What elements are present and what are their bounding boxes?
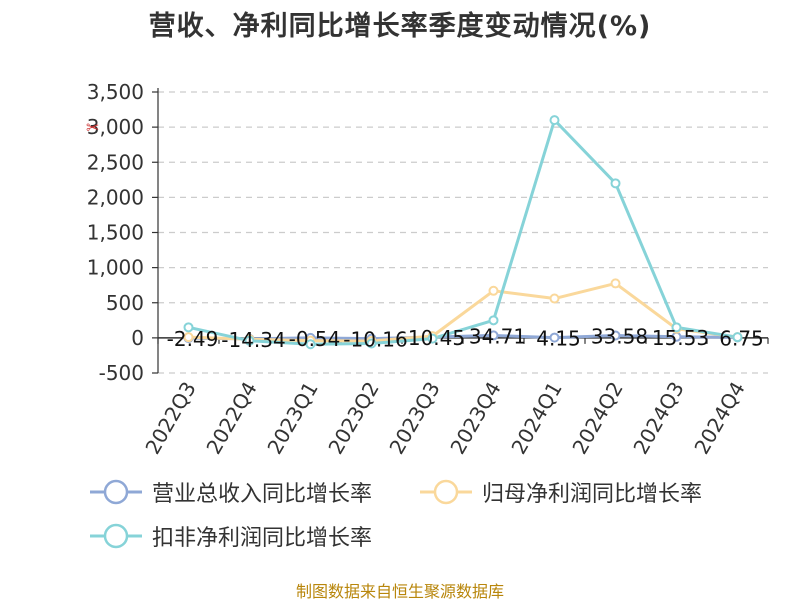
data-label: 6.75 — [719, 326, 764, 350]
x-tick-label: 2023Q1 — [262, 378, 322, 459]
data-labels: -2.49 -14.34 -0.54 -10.16 10.45 34.71 4.15 33.5… — [167, 324, 764, 351]
series-lines — [183, 115, 743, 350]
series-line — [188, 333, 738, 341]
data-label: 34.71 — [469, 324, 526, 348]
data-point — [366, 338, 377, 349]
y-tick-label: -500 — [99, 361, 144, 385]
data-point — [671, 322, 682, 333]
data-point — [549, 115, 560, 126]
x-tick-label: 2024Q2 — [567, 378, 627, 459]
y-tick-label: 3,000 — [87, 115, 144, 139]
axes: -500 0 500 1,000 1,500 2,000 2,500 3,000 3,500 20… — [87, 80, 769, 459]
data-point — [488, 330, 499, 341]
data-point — [183, 332, 194, 343]
data-point — [183, 322, 194, 333]
legend-label-deducted-profit: 扣非净利润同比增长率 — [152, 526, 373, 551]
x-tick-label: 2024Q1 — [506, 378, 566, 459]
data-point — [610, 278, 621, 289]
data-label: 15.53 — [652, 326, 709, 350]
y-tick-label: 0 — [131, 326, 144, 350]
series-line — [188, 281, 738, 343]
series-line — [188, 118, 738, 346]
data-label: -2.49 — [167, 327, 219, 351]
data-point — [549, 332, 560, 343]
data-point — [549, 293, 560, 304]
data-point — [488, 285, 499, 296]
data-label: 4.15 — [536, 327, 581, 351]
data-point — [732, 332, 743, 343]
data-point — [305, 339, 316, 350]
y-tick-label: 3,500 — [87, 80, 144, 104]
data-point — [427, 333, 438, 344]
y-tick-label: 2,000 — [87, 185, 144, 209]
y-tick-label: 1,500 — [87, 221, 144, 245]
data-label: -10.16 — [343, 328, 407, 352]
scissors-icon[interactable]: ✂ — [86, 118, 100, 137]
x-tick-label: 2022Q4 — [201, 378, 261, 459]
data-point — [610, 178, 621, 189]
data-point — [244, 335, 255, 346]
data-point — [488, 315, 499, 326]
legend-item-parent-profit[interactable]: 归母净利润同比增长率 — [420, 476, 702, 508]
data-label: -14.34 — [221, 328, 285, 352]
data-label: 33.58 — [591, 325, 648, 349]
y-tick-label: 1,000 — [87, 256, 144, 280]
legend-label-revenue: 营业总收入同比增长率 — [152, 482, 373, 507]
data-label: 10.45 — [408, 326, 465, 350]
chart-title: 营收、净利同比增长率季度变动情况(%) — [148, 11, 652, 42]
data-label: -0.54 — [289, 327, 341, 351]
legend-marker-parent-profit — [420, 479, 472, 505]
x-tick-label: 2023Q2 — [323, 378, 383, 459]
data-point — [610, 330, 621, 341]
x-tick-label: 2023Q4 — [445, 378, 505, 459]
y-tick-label: 500 — [106, 291, 144, 315]
source-note: 制图数据来自恒生聚源数据库 — [295, 582, 504, 601]
x-tick-label: 2022Q3 — [140, 378, 200, 459]
legend-item-deducted-profit[interactable]: 扣非净利润同比增长率 — [90, 520, 372, 552]
x-tick-label: 2024Q4 — [689, 378, 749, 459]
x-tick-label: 2023Q3 — [384, 378, 444, 459]
legend-item-revenue[interactable]: 营业总收入同比增长率 — [90, 476, 372, 508]
legend-marker-deducted-profit — [90, 523, 142, 549]
y-tick-label: 2,500 — [87, 150, 144, 174]
x-tick-label: 2024Q3 — [628, 378, 688, 459]
legend-marker-revenue — [90, 479, 142, 505]
legend-label-parent-profit: 归母净利润同比增长率 — [482, 482, 703, 507]
